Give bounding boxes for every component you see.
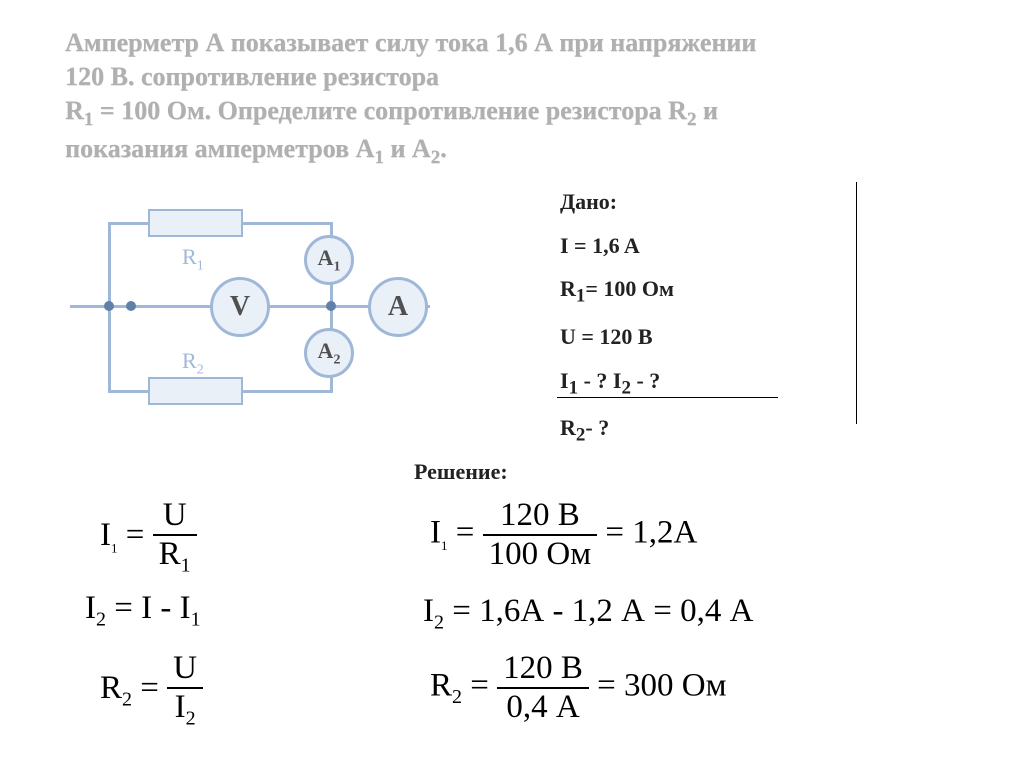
resistor-r2 [148,377,243,405]
formula-i1-symbolic: I1 = U R1 [100,497,197,578]
r2-label: R2 [182,348,204,378]
formula-i2-numeric: I2 = 1,6А - 1,2 А = 0,4 А [423,593,753,635]
title-line4a: показания амперметров А [65,134,374,163]
title-sub3: 1 [374,148,384,169]
given-i: I = 1,6 A [560,226,674,267]
circuit-diagram: R1 R2 V A A1 A2 [70,200,450,430]
junction-1 [104,301,114,311]
given-u: U = 120 В [560,317,674,358]
junction-2 [126,301,136,311]
a1-label: A1 [318,245,341,275]
title-line1: Амперметр А показывает силу тока 1,6 А п… [65,28,756,57]
resistor-r1 [148,209,243,237]
ammeter-a-node: A [368,277,428,337]
title-line3a: R [65,96,84,125]
given-r2: R2- ? [560,408,674,453]
formula-i2-symbolic: I2 = I - I1 [85,590,201,632]
title-line3c: и [696,96,717,125]
given-data: Дано: I = 1,6 A R1= 100 Ом U = 120 В I1 … [560,182,674,456]
title-line4c: . [440,134,447,163]
given-hline [557,397,778,398]
ammeter-a2-node: A2 [304,328,354,378]
title-sub4: 2 [431,148,441,169]
title-sub2: 2 [687,109,697,130]
a-label: A [388,291,408,323]
problem-title: Амперметр А показывает силу тока 1,6 А п… [65,26,945,171]
title-line3b: = 100 Ом. Определите сопротивление резис… [93,96,687,125]
formula-i1-numeric: I1 = 120 В 100 Ом = 1,2А [430,497,697,573]
formula-r2-symbolic: R2 = U I2 [100,650,203,731]
given-vline [856,182,857,424]
title-sub1: 1 [84,109,94,130]
formula-r2-numeric: R2 = 120 В 0,4 А = 300 Ом [430,650,726,726]
solution-label: Решение: [414,459,508,485]
a2-label: A2 [318,338,341,368]
ammeter-a1-node: A1 [304,235,354,285]
voltmeter-node: V [210,277,270,337]
title-line2: 120 В. сопротивление резистора [65,62,439,91]
title-line4b: и А [384,134,431,163]
given-header: Дано: [560,182,674,223]
given-i12: I1 - ? I2 - ? [560,361,674,406]
junction-3 [326,301,336,311]
v-label: V [230,291,250,323]
given-r1: R1= 100 Ом [560,269,674,314]
r1-label: R1 [182,244,204,274]
